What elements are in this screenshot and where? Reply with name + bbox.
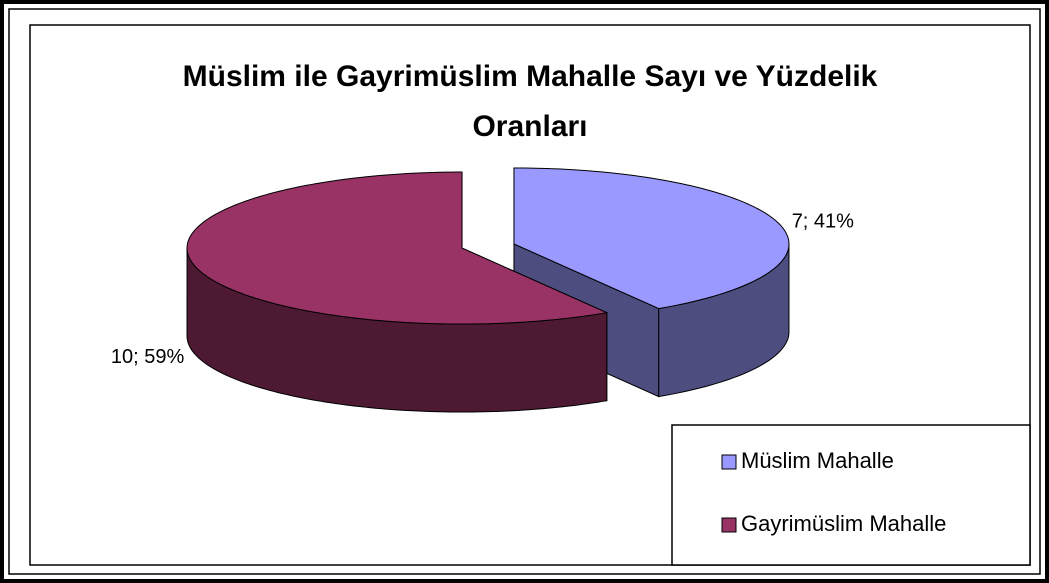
data-label: 10; 59%: [111, 346, 185, 368]
legend-box: [671, 424, 1031, 566]
chart-title: Müslim ile Gayrimüslim Mahalle Sayı ve Y…: [182, 60, 878, 143]
slice: [186, 171, 609, 325]
legend-swatch: [721, 454, 737, 470]
legend-label: Müslim Mahalle: [741, 448, 894, 473]
data-label: 7; 41%: [792, 210, 854, 232]
slice: [513, 167, 790, 310]
legend-label: Gayrimüslim Mahalle: [741, 511, 946, 536]
legend-swatch: [721, 517, 737, 533]
inner-frame: [8, 8, 1041, 575]
